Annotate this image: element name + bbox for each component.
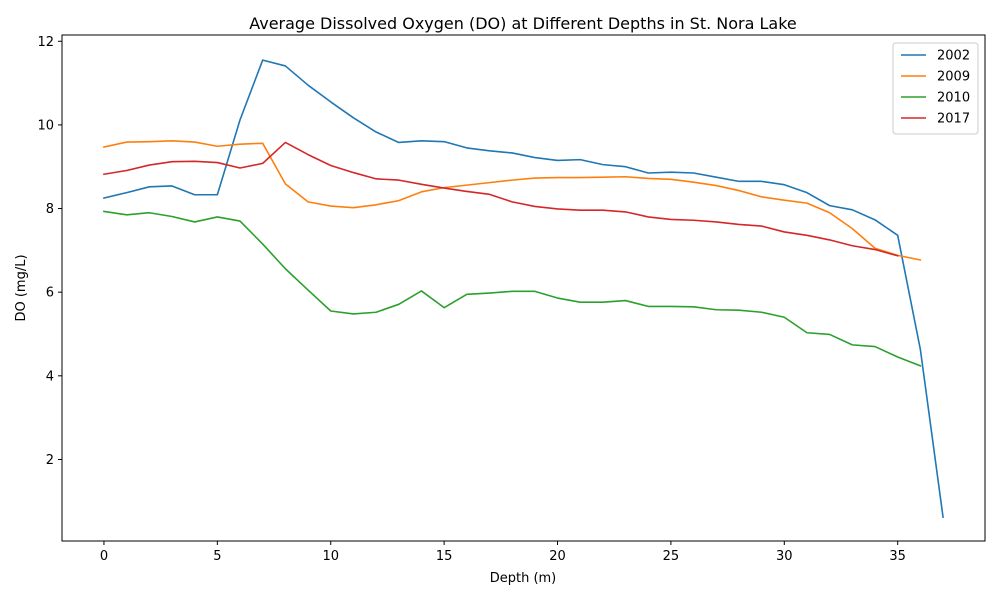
x-tick-label: 10 (322, 549, 339, 564)
y-tick-label: 8 (46, 202, 54, 217)
legend-box (892, 42, 979, 135)
y-tick-label: 2 (46, 453, 54, 468)
x-tick-label: 0 (100, 549, 108, 564)
y-tick-label: 4 (46, 369, 54, 384)
x-tick-label: 5 (213, 549, 221, 564)
x-tick-label: 25 (663, 549, 680, 564)
y-axis-label: DO (mg/L) (14, 254, 29, 321)
series-line-2010 (103, 210, 922, 367)
series-layer (102, 59, 944, 519)
series-line-2002 (102, 59, 944, 519)
x-axis-label: Depth (m) (490, 571, 557, 586)
legend-label-2017: 2017 (937, 112, 970, 127)
plot-area-frame (61, 34, 986, 542)
x-tick-label: 15 (436, 549, 453, 564)
legend: 2002 2009 2010 2017 (892, 42, 979, 135)
x-axis: 0 5 10 15 20 25 30 35 (100, 541, 906, 564)
x-tick-label: 35 (889, 549, 906, 564)
y-axis: 2 4 6 8 10 12 (37, 35, 62, 468)
y-tick-label: 6 (46, 286, 54, 301)
y-tick-label: 10 (37, 118, 54, 133)
x-tick-label: 30 (776, 549, 793, 564)
series-line-2017 (103, 141, 899, 257)
legend-label-2009: 2009 (937, 70, 970, 85)
x-tick-label: 20 (549, 549, 566, 564)
chart-title: Average Dissolved Oxygen (DO) at Differe… (249, 14, 797, 33)
legend-label-2010: 2010 (937, 91, 970, 106)
y-tick-label: 12 (37, 35, 54, 50)
legend-label-2002: 2002 (937, 49, 970, 64)
series-line-2009 (102, 140, 922, 261)
